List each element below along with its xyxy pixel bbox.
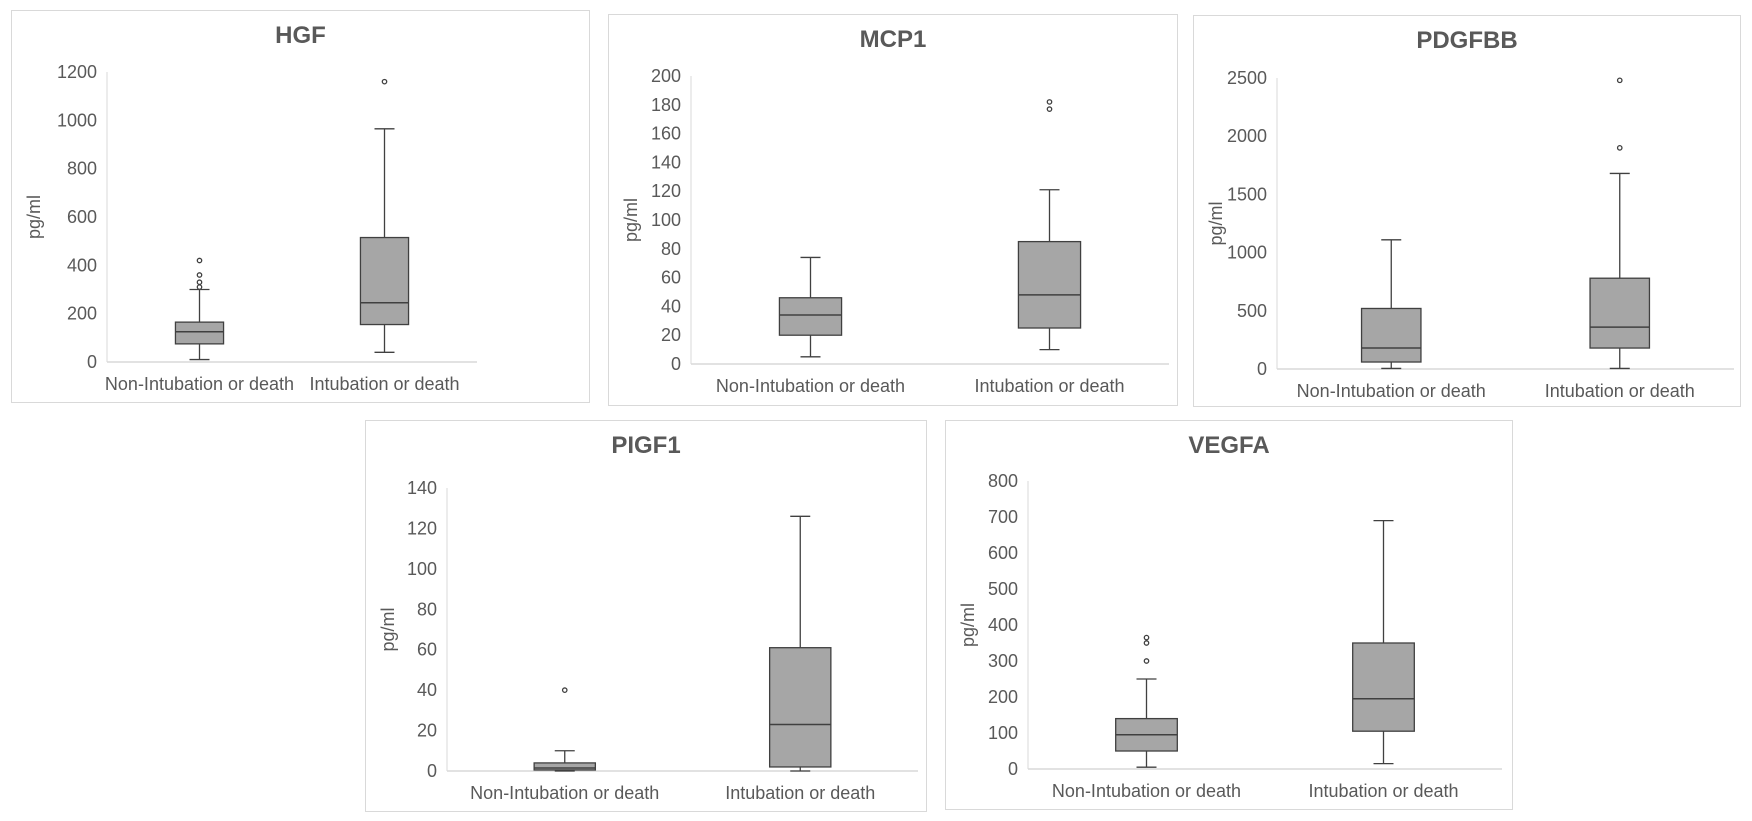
y-tick-label: 200 — [988, 687, 1018, 707]
outlier-point — [1143, 658, 1150, 664]
y-tick-label: 1000 — [57, 110, 97, 130]
y-tick-label: 2000 — [1227, 126, 1267, 146]
chart-title: PDGFBB — [1416, 27, 1517, 54]
x-category-label: Intubation or death — [1545, 381, 1695, 401]
y-tick-label: 0 — [87, 352, 97, 372]
y-tick-label: 1200 — [57, 62, 97, 82]
y-tick-label: 800 — [67, 159, 97, 179]
y-tick-label: 300 — [988, 651, 1018, 671]
x-category-label: Non-Intubation or death — [470, 783, 659, 803]
x-category-label: Non-Intubation or death — [105, 374, 294, 394]
y-tick-label: 600 — [988, 543, 1018, 563]
outlier-point — [1143, 640, 1150, 646]
box-iqr — [1589, 277, 1651, 349]
outlier-point — [1046, 99, 1053, 105]
y-tick-label: 60 — [661, 268, 681, 288]
y-tick-label: 2500 — [1227, 68, 1267, 88]
y-tick-label: 0 — [427, 761, 437, 781]
chart-panel-hgf: HGF pg/ml 0 200 400 600 800 1000 1200 Non-Intubat… — [11, 10, 590, 403]
chart-panel-pdgfbb: PDGFBB pg/ml 0 500 1000 1500 2000 2500 Non-Intub… — [1193, 15, 1741, 407]
box-iqr — [1017, 240, 1082, 329]
chart-mcp1: MCP1 pg/ml 0 20 40 60 80 100 120 140 160 180 200 Non-… — [621, 26, 1169, 396]
box-iqr — [174, 321, 225, 345]
y-tick-label: 200 — [651, 66, 681, 86]
chart-panel-pigf1: PIGF1 pg/ml 0 20 40 60 80 100 120 140 Non-Intubati… — [365, 420, 927, 812]
box-iqr — [1352, 642, 1415, 732]
y-tick-label: 20 — [417, 721, 437, 741]
y-tick-label: 600 — [67, 207, 97, 227]
chart-pigf1: PIGF1 pg/ml 0 20 40 60 80 100 120 140 Non-Intubati… — [378, 432, 918, 803]
y-tick-label: 100 — [988, 723, 1018, 743]
y-tick-label: 120 — [651, 181, 681, 201]
chart-vegfa: VEGFA pg/ml 0 100 200 300 400 500 600 700 800 Non-I… — [958, 432, 1502, 801]
y-tick-label: 500 — [988, 579, 1018, 599]
x-category-label: Non-Intubation or death — [716, 376, 905, 396]
y-tick-label: 400 — [67, 255, 97, 275]
chart-title: HGF — [275, 22, 326, 49]
outlier-point — [1046, 106, 1053, 112]
y-tick-label: 500 — [1237, 301, 1267, 321]
outlier-point — [196, 284, 203, 290]
chart-title: VEGFA — [1188, 432, 1269, 459]
outlier-point — [381, 78, 388, 85]
box-iqr — [1360, 307, 1422, 363]
chart-panel-mcp1: MCP1 pg/ml 0 20 40 60 80 100 120 140 160 180 200 Non-… — [608, 14, 1178, 406]
outlier-point — [196, 279, 203, 286]
y-tick-label: 40 — [661, 296, 681, 316]
y-tick-label: 160 — [651, 124, 681, 144]
y-axis-label: pg/ml — [958, 603, 978, 647]
y-tick-label: 80 — [417, 599, 437, 619]
chart-hgf: HGF pg/ml 0 200 400 600 800 1000 1200 Non-Intubat… — [24, 22, 477, 394]
x-category-label: Intubation or death — [974, 376, 1124, 396]
outlier-point — [1616, 144, 1623, 151]
y-tick-label: 700 — [988, 507, 1018, 527]
y-tick-label: 0 — [671, 354, 681, 374]
y-tick-label: 60 — [417, 640, 437, 660]
y-tick-label: 400 — [988, 615, 1018, 635]
y-tick-label: 100 — [407, 559, 437, 579]
x-category-label: Non-Intubation or death — [1052, 781, 1241, 801]
chart-pdgfbb: PDGFBB pg/ml 0 500 1000 1500 2000 2500 Non-Intub… — [1206, 27, 1734, 401]
y-tick-label: 0 — [1257, 359, 1267, 379]
y-tick-label: 800 — [988, 471, 1018, 491]
x-category-label: Intubation or death — [1308, 781, 1458, 801]
y-tick-label: 80 — [661, 239, 681, 259]
chart-title: PIGF1 — [611, 432, 680, 459]
y-tick-label: 180 — [651, 95, 681, 115]
y-tick-label: 1000 — [1227, 243, 1267, 263]
chart-panel-vegfa: VEGFA pg/ml 0 100 200 300 400 500 600 700 800 Non-I… — [945, 420, 1513, 810]
y-tick-label: 140 — [651, 152, 681, 172]
box-iqr — [359, 236, 410, 326]
y-tick-label: 200 — [67, 304, 97, 324]
box-iqr — [778, 297, 843, 336]
y-tick-label: 0 — [1008, 759, 1018, 779]
chart-title: MCP1 — [860, 26, 927, 53]
y-tick-label: 140 — [407, 478, 437, 498]
y-axis-label: pg/ml — [1206, 201, 1226, 245]
y-tick-label: 120 — [407, 518, 437, 538]
box-iqr — [533, 762, 597, 771]
y-tick-label: 40 — [417, 680, 437, 700]
outlier-point — [561, 687, 568, 693]
outlier-point — [196, 272, 203, 278]
y-tick-label: 100 — [651, 210, 681, 230]
y-axis-label: pg/ml — [621, 198, 641, 242]
y-axis-label: pg/ml — [378, 607, 398, 651]
outlier-point — [1143, 634, 1150, 641]
outlier-point — [1616, 77, 1623, 84]
y-tick-label: 1500 — [1227, 184, 1267, 204]
outlier-point — [196, 257, 203, 264]
x-category-label: Non-Intubation or death — [1297, 381, 1486, 401]
x-category-label: Intubation or death — [309, 374, 459, 394]
box-iqr — [768, 647, 832, 768]
x-category-label: Intubation or death — [725, 783, 875, 803]
y-tick-label: 20 — [661, 325, 681, 345]
y-axis-label: pg/ml — [24, 195, 44, 239]
